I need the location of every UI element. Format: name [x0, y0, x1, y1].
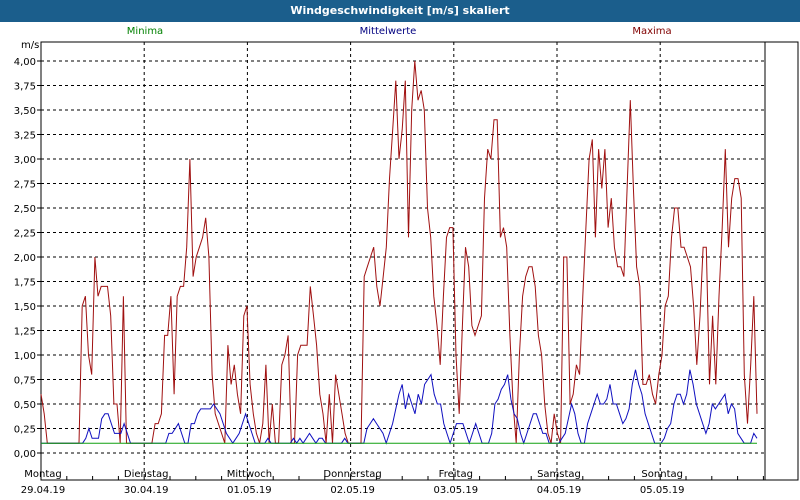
x-day-label: Montag	[24, 469, 61, 480]
x-day-label: Sonntag	[641, 469, 683, 480]
x-date-label: 05.05.19	[640, 485, 685, 496]
legend-mittelwerte: Mittelwerte	[360, 26, 417, 37]
right-strip	[764, 41, 799, 481]
wind-speed-chart: m/s Minima Mittelwerte Maxima 0,000,250,…	[0, 22, 800, 500]
series-maxima-line	[40, 60, 758, 444]
x-day-label: Dienstag	[124, 469, 169, 480]
title-bar: Windgeschwindigkeit [m/s] skaliert	[0, 0, 800, 23]
y-unit-label: m/s	[21, 40, 39, 51]
x-date-label: 03.05.19	[434, 485, 479, 496]
y-tick-label: 0,00	[14, 449, 36, 460]
y-tick-label: 0,50	[14, 400, 36, 411]
y-tick-label: 0,75	[14, 376, 36, 387]
y-tick-label: 0,25	[14, 425, 36, 436]
x-date-label: 02.05.19	[330, 485, 375, 496]
x-day-label: Samstag	[537, 469, 581, 480]
x-day-label: Donnerstag	[323, 469, 381, 480]
chart-title: Windgeschwindigkeit [m/s] skaliert	[290, 4, 510, 17]
y-tick-label: 2,50	[14, 204, 36, 215]
x-date-label: 29.04.19	[21, 485, 66, 496]
y-tick-label: 1,00	[14, 351, 36, 362]
x-date-label: 30.04.19	[124, 485, 169, 496]
legend-minima: Minima	[127, 26, 163, 37]
x-axis-labels: Montag 29.04.19 Dienstag 30.04.19 Mittwoch 01…	[21, 469, 685, 496]
y-tick-label: 3,50	[14, 106, 36, 117]
y-tick-label: 3,75	[14, 82, 36, 93]
y-tick-label: 2,25	[14, 229, 36, 240]
y-tick-label: 3,00	[14, 155, 36, 166]
y-axis-ticks: 0,00 0,25 0,50 0,75 1,00 1,25 1,50 1,75 2,00 2,25…	[14, 57, 41, 460]
series-group	[40, 60, 758, 445]
x-date-label: 01.05.19	[227, 485, 272, 496]
legend-maxima: Maxima	[632, 26, 671, 37]
x-date-label: 04.05.19	[537, 485, 582, 496]
y-tick-label: 4,00	[14, 57, 36, 68]
y-tick-label: 2,75	[14, 180, 36, 191]
y-tick-label: 1,50	[14, 302, 36, 313]
y-tick-label: 3,25	[14, 131, 36, 142]
plot-area	[40, 41, 766, 481]
x-day-label: Mittwoch	[227, 469, 272, 480]
y-tick-label: 2,00	[14, 253, 36, 264]
x-day-label: Freitag	[439, 469, 473, 480]
y-tick-label: 1,75	[14, 278, 36, 289]
y-tick-label: 1,25	[14, 327, 36, 338]
